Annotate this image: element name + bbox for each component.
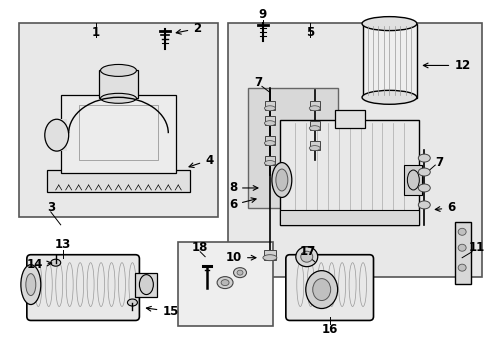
Ellipse shape [45, 119, 68, 151]
Text: 7: 7 [253, 76, 262, 89]
Ellipse shape [51, 259, 61, 266]
Text: 5: 5 [305, 26, 313, 39]
Ellipse shape [308, 126, 320, 131]
Text: 13: 13 [55, 238, 71, 251]
Ellipse shape [217, 276, 233, 289]
Ellipse shape [233, 268, 246, 278]
Bar [279, 210, 419, 225]
Ellipse shape [417, 154, 429, 162]
Ellipse shape [101, 93, 136, 103]
Ellipse shape [26, 274, 36, 296]
Ellipse shape [300, 251, 312, 262]
Text: 2: 2 [176, 22, 201, 35]
Text: 18: 18 [192, 241, 208, 254]
Ellipse shape [312, 279, 330, 301]
Bar [178, 242, 272, 327]
Bar [309, 141, 319, 150]
Bar [227, 23, 481, 276]
Bar [19, 23, 218, 217]
Text: 15: 15 [146, 305, 178, 318]
FancyBboxPatch shape [27, 255, 139, 320]
Text: 11: 11 [468, 241, 484, 254]
Ellipse shape [139, 275, 153, 294]
Text: 16: 16 [321, 323, 337, 336]
Text: 10: 10 [225, 251, 255, 264]
Ellipse shape [127, 299, 137, 306]
Ellipse shape [457, 228, 465, 235]
Ellipse shape [457, 264, 465, 271]
Bar [454, 222, 470, 284]
Bar [264, 156, 274, 165]
Bar [135, 273, 157, 297]
Bar [47, 170, 190, 192]
Text: 3: 3 [46, 201, 55, 215]
Ellipse shape [457, 244, 465, 251]
Ellipse shape [263, 255, 276, 261]
Text: 4: 4 [189, 154, 213, 167]
Bar [264, 136, 274, 145]
Text: 8: 8 [228, 181, 257, 194]
Bar [264, 250, 275, 260]
Ellipse shape [308, 106, 320, 111]
Bar [264, 116, 274, 125]
Ellipse shape [21, 265, 41, 305]
Text: 12: 12 [423, 59, 469, 72]
Bar [61, 95, 176, 173]
Ellipse shape [308, 146, 320, 150]
Text: 9: 9 [258, 8, 266, 21]
Ellipse shape [361, 90, 416, 104]
Ellipse shape [417, 168, 429, 176]
Bar [79, 105, 158, 160]
Text: 6: 6 [228, 198, 256, 211]
Text: 1: 1 [91, 26, 100, 39]
Ellipse shape [237, 270, 243, 275]
Ellipse shape [264, 106, 275, 111]
Ellipse shape [275, 169, 287, 191]
Ellipse shape [361, 17, 416, 31]
Bar [247, 88, 337, 208]
Bar [264, 101, 274, 110]
Ellipse shape [417, 184, 429, 192]
Ellipse shape [264, 161, 275, 166]
Text: 7: 7 [434, 156, 443, 168]
Ellipse shape [221, 280, 228, 285]
Ellipse shape [295, 247, 317, 267]
Text: 17: 17 [299, 245, 315, 258]
Ellipse shape [264, 141, 275, 146]
Ellipse shape [407, 170, 419, 190]
Text: 6: 6 [434, 201, 454, 215]
FancyBboxPatch shape [285, 255, 373, 320]
Text: 14: 14 [26, 258, 52, 271]
Bar [57, 119, 66, 151]
Bar [309, 101, 319, 110]
Ellipse shape [264, 121, 275, 126]
Bar [279, 120, 419, 225]
Bar [334, 110, 364, 128]
Ellipse shape [305, 271, 337, 309]
Bar [99, 71, 138, 98]
Bar [309, 121, 319, 130]
Ellipse shape [271, 163, 291, 197]
Ellipse shape [101, 64, 136, 76]
Bar [362, 24, 416, 98]
Ellipse shape [417, 201, 429, 209]
Bar [404, 165, 422, 195]
